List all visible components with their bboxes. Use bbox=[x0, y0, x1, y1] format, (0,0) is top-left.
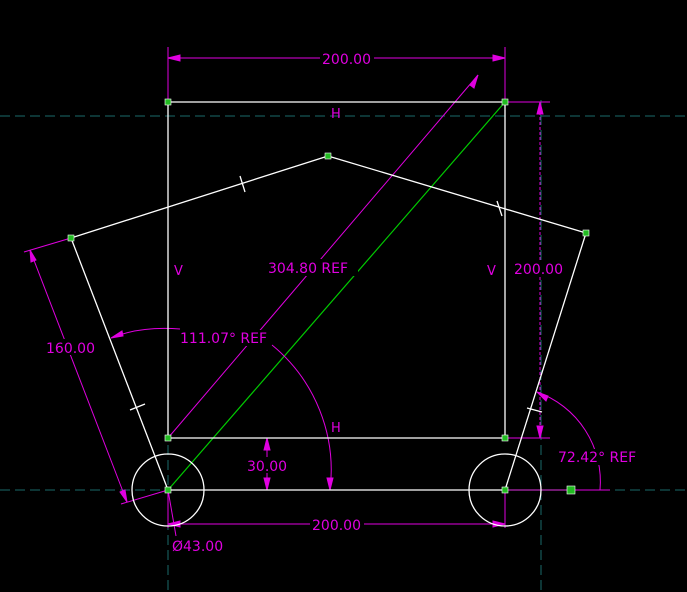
constraint-h-middle: H bbox=[331, 421, 341, 436]
dim-left-edge[interactable]: 160.00 bbox=[46, 341, 95, 357]
left-circle bbox=[131, 453, 205, 527]
dim-right-height[interactable]: 200.00 bbox=[514, 262, 563, 278]
sketch-geometry[interactable] bbox=[70, 101, 587, 527]
dim-offset[interactable]: 30.00 bbox=[247, 459, 287, 475]
left-leg bbox=[70, 237, 169, 491]
point-top-left bbox=[164, 98, 172, 106]
constraint-v-left: V bbox=[174, 264, 183, 279]
dim-bottom-width[interactable]: 200.00 bbox=[312, 518, 361, 534]
point-bottom-right bbox=[501, 486, 509, 494]
sketch-points[interactable] bbox=[67, 98, 590, 495]
right-leg bbox=[504, 232, 587, 491]
point-left-shoulder bbox=[67, 234, 75, 242]
upper-right-roof bbox=[327, 155, 587, 234]
construction-diagonal[interactable] bbox=[167, 101, 506, 491]
point-mid-right bbox=[501, 434, 509, 442]
point-extension-end bbox=[566, 485, 576, 495]
dim-angle-left[interactable]: 111.07° REF bbox=[180, 331, 267, 347]
dim-top-width[interactable]: 200.00 bbox=[322, 52, 371, 68]
dimension-lines bbox=[23, 47, 610, 537]
point-mid-left bbox=[164, 434, 172, 442]
right-circle bbox=[468, 453, 542, 527]
constraint-h-top: H bbox=[331, 107, 341, 122]
point-right-shoulder bbox=[582, 229, 590, 237]
dim-angle-right[interactable]: 72.42° REF bbox=[558, 450, 636, 466]
dim-diameter[interactable]: Ø43.00 bbox=[172, 539, 223, 555]
point-apex bbox=[324, 152, 332, 160]
upper-left-roof bbox=[70, 155, 329, 239]
point-bottom-left bbox=[164, 486, 172, 494]
constraint-v-right: V bbox=[487, 264, 496, 279]
dim-diagonal[interactable]: 304.80 REF bbox=[268, 261, 348, 277]
point-top-right bbox=[501, 98, 509, 106]
